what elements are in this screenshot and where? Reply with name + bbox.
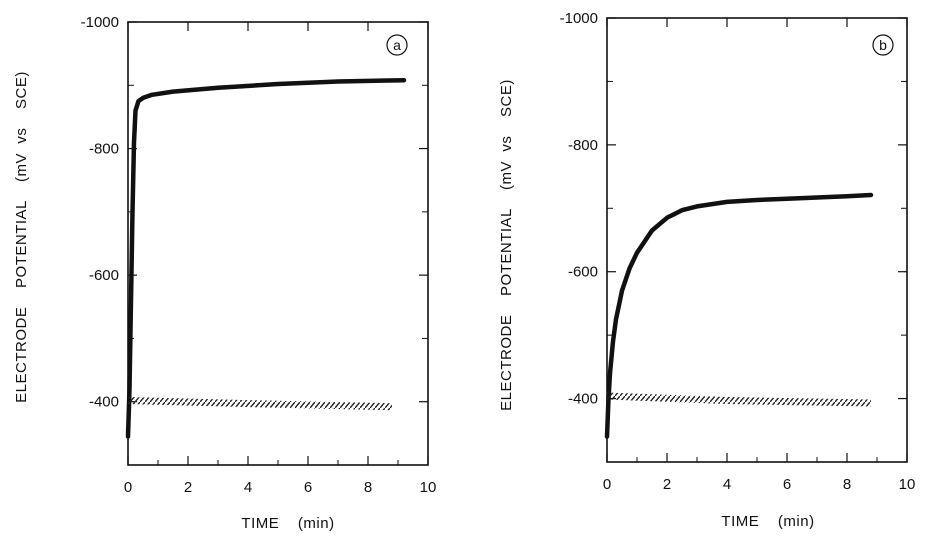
panel-label: b bbox=[879, 37, 887, 53]
y-tick-label: -800 bbox=[89, 141, 119, 158]
y-tick-label: -400 bbox=[568, 391, 598, 408]
x-tick-label: 10 bbox=[420, 479, 437, 496]
chart-panel-a: 0 2 4 6 8 10 -400 -600 -800 -1000 TIME (min) ELECTR… bbox=[13, 14, 436, 532]
x-tick-label: 2 bbox=[184, 479, 192, 496]
panel-label: a bbox=[393, 37, 401, 53]
series-hatched-line bbox=[607, 392, 871, 407]
y-tick-label: -1000 bbox=[81, 14, 119, 31]
x-tick-label: 0 bbox=[124, 479, 132, 496]
y-axis-label: ELECTRODE POTENTIAL (mV vs SCE) bbox=[498, 79, 515, 411]
x-tick-label: 8 bbox=[364, 479, 372, 496]
panel-label-circle bbox=[386, 34, 408, 56]
series-potential-line bbox=[604, 192, 874, 439]
series-potential-line bbox=[125, 77, 407, 439]
x-tick-label: 8 bbox=[843, 476, 851, 493]
x-tick-label: 6 bbox=[304, 479, 312, 496]
x-tick-label: 6 bbox=[783, 476, 791, 493]
x-tick-label: 4 bbox=[244, 479, 252, 496]
x-axis-label: TIME (min) bbox=[721, 513, 814, 530]
y-tick-label: -600 bbox=[89, 267, 119, 284]
chart-panel-b: 0 2 4 6 8 10 -400 -600 -800 -1000 TIME (min) ELECTR… bbox=[498, 10, 915, 530]
y-tick-label: -600 bbox=[568, 264, 598, 281]
series-hatched-line bbox=[128, 396, 392, 411]
panel-label-circle bbox=[872, 34, 894, 56]
x-tick-label: 2 bbox=[663, 476, 671, 493]
y-axis-label: ELECTRODE POTENTIAL (mV vs SCE) bbox=[13, 71, 30, 403]
y-tick-label: -800 bbox=[568, 137, 598, 154]
x-tick-label: 0 bbox=[603, 476, 611, 493]
y-tick-label: -400 bbox=[89, 394, 119, 411]
x-tick-label: 4 bbox=[723, 476, 731, 493]
x-tick-label: 10 bbox=[899, 476, 916, 493]
x-axis-label: TIME (min) bbox=[241, 515, 334, 532]
y-tick-label: -1000 bbox=[560, 10, 598, 27]
